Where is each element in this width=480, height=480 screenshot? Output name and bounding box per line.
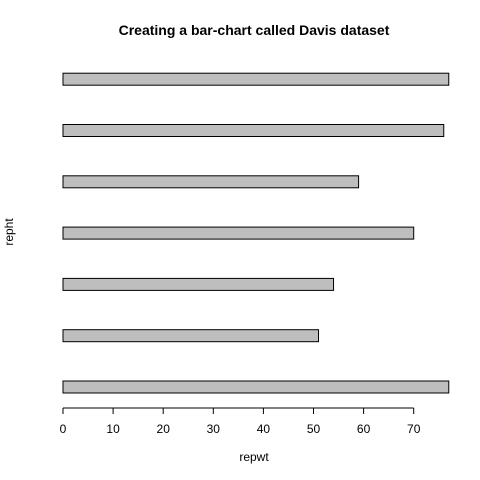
- bar-4: [62, 226, 415, 240]
- x-axis-label: repwt: [239, 450, 269, 464]
- x-tick-label: 20: [157, 422, 171, 436]
- x-tick-label: 50: [307, 422, 321, 436]
- x-tick-label: 30: [207, 422, 221, 436]
- bar-6: [62, 124, 445, 137]
- bar-3: [62, 277, 335, 291]
- bar-5: [62, 175, 360, 189]
- x-tick-label: 40: [257, 422, 271, 436]
- x-tick-label: 10: [106, 422, 120, 436]
- bar-1: [62, 380, 450, 394]
- x-axis: 0 10 20 30 40 50 60 70: [60, 407, 421, 436]
- chart-title: Creating a bar-chart called Davis datase…: [119, 22, 390, 38]
- bars-group: [62, 72, 450, 394]
- x-tick-label: 0: [60, 422, 67, 436]
- y-axis-label: repht: [2, 218, 16, 246]
- x-tick-label: 70: [407, 422, 421, 436]
- bar-2: [62, 329, 320, 343]
- x-tick-label: 60: [357, 422, 371, 436]
- bar-7: [62, 72, 450, 86]
